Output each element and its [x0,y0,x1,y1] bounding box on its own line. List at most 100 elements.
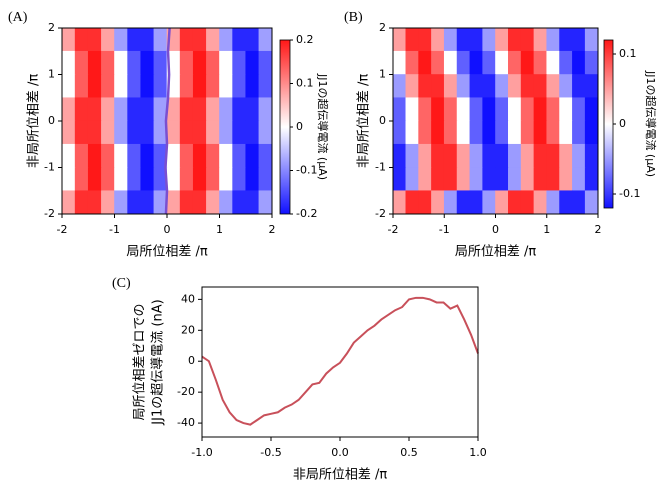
heatmap-cell [140,97,155,122]
heatmap-cell [114,97,128,122]
heatmap-cell [219,120,233,145]
heatmap-cell [166,97,181,122]
heatmap-cell [559,143,573,168]
y-tick-label: 2 [379,21,386,34]
heatmap-cell [140,143,155,168]
heatmap-cell [192,120,207,145]
heatmap-cell [418,50,432,75]
heatmap-cell [87,143,102,168]
x-tick-label: 0 [164,223,171,236]
heatmap-cell [393,190,407,214]
y-tick-label: 40 [181,292,195,305]
heatmap-cell [559,167,573,192]
y-tick-label: -1 [44,161,55,174]
heatmap-cell [443,167,458,192]
heatmap-cell [62,28,76,52]
heatmap-cell [572,120,586,145]
heatmap-cell [179,28,194,52]
heatmap-cell [546,143,560,168]
heatmap-cell [219,50,233,75]
heatmap-cell [232,97,247,122]
heatmap-cell [508,28,522,52]
heatmap-cell [232,120,247,145]
heatmap-cell [219,97,233,122]
heatmap-cell [418,143,432,168]
heatmap-cell [87,97,102,122]
heatmap-cell [114,167,128,192]
x-tick-label: 1 [543,223,550,236]
heatmap-cell [192,167,207,192]
heatmap-cell [520,28,535,52]
heatmap-cell [179,50,194,75]
heatmap-cell [153,143,168,168]
heatmap-cell [418,97,432,122]
y-tick-label: -2 [375,207,386,220]
y-tick-label: -20 [177,385,195,398]
y-tick-label: 0 [379,114,386,127]
heatmap-cell [245,97,260,122]
heatmap-cell [179,97,194,122]
heatmap-cell [127,120,142,145]
heatmap-cell [62,190,76,214]
heatmap-cell [559,120,573,145]
heatmap-cell [114,143,128,168]
heatmap-cell [508,97,522,122]
heatmap-cell [469,97,483,122]
heatmap-cell [482,97,496,122]
heatmap-cell [127,167,142,192]
heatmap-cell [482,28,496,52]
heatmap-cell [469,74,483,99]
heatmap-cell [258,28,272,52]
heatmap-cell [418,74,432,99]
heatmap-cell [166,74,181,99]
heatmap-cell [572,28,586,52]
x-tick-label: 1.0 [469,446,487,459]
x-tick-label: 1 [216,223,223,236]
heatmap-cell [546,97,560,122]
heatmap-cell [127,97,142,122]
heatmap-cell [258,143,272,168]
heatmap-cell [140,28,155,52]
heatmap-cell [101,190,115,214]
heatmap-cell [140,50,155,75]
heatmap-cell [443,120,458,145]
heatmap-cell [520,74,535,99]
heatmap-cell [393,28,407,52]
heatmap-cell [405,28,419,52]
heatmap-cell [258,97,272,122]
heatmap-cell [546,74,560,99]
heatmap-cell [405,190,419,214]
y-axis-label: 非局所位相差 /π [27,74,42,169]
heatmap-cell [431,97,445,122]
heatmap-cell [101,120,115,145]
heatmap-cell [153,28,168,52]
heatmap-cell [533,167,548,192]
heatmap-cell [192,50,207,75]
heatmap-cell [127,143,142,168]
heatmap-cell [153,167,168,192]
heatmap-cell [206,143,220,168]
colorbar [603,39,614,209]
x-tick-label: 0 [492,223,499,236]
heatmap-cell [443,97,458,122]
heatmap-cell [533,28,548,52]
heatmap-cell [62,74,76,99]
heatmap-cell [482,190,496,214]
heatmap-cell [572,167,586,192]
heatmap-cell [393,74,407,99]
heatmap-cell [559,28,573,52]
heatmap-cell [179,74,194,99]
heatmap-cell [166,190,181,214]
heatmap-cell [245,167,260,192]
heatmap-cell [418,120,432,145]
heatmap-cell [559,50,573,75]
heatmap-cell [495,143,509,168]
x-tick-label: 0.0 [331,446,349,459]
heatmap-cell [456,97,471,122]
colorbar-tick-label: 0 [619,117,626,130]
heatmap-cell [393,97,407,122]
heatmap-cell [87,74,102,99]
heatmap-cell [232,167,247,192]
heatmap-cell [393,143,407,168]
heatmap-cell [206,167,220,192]
